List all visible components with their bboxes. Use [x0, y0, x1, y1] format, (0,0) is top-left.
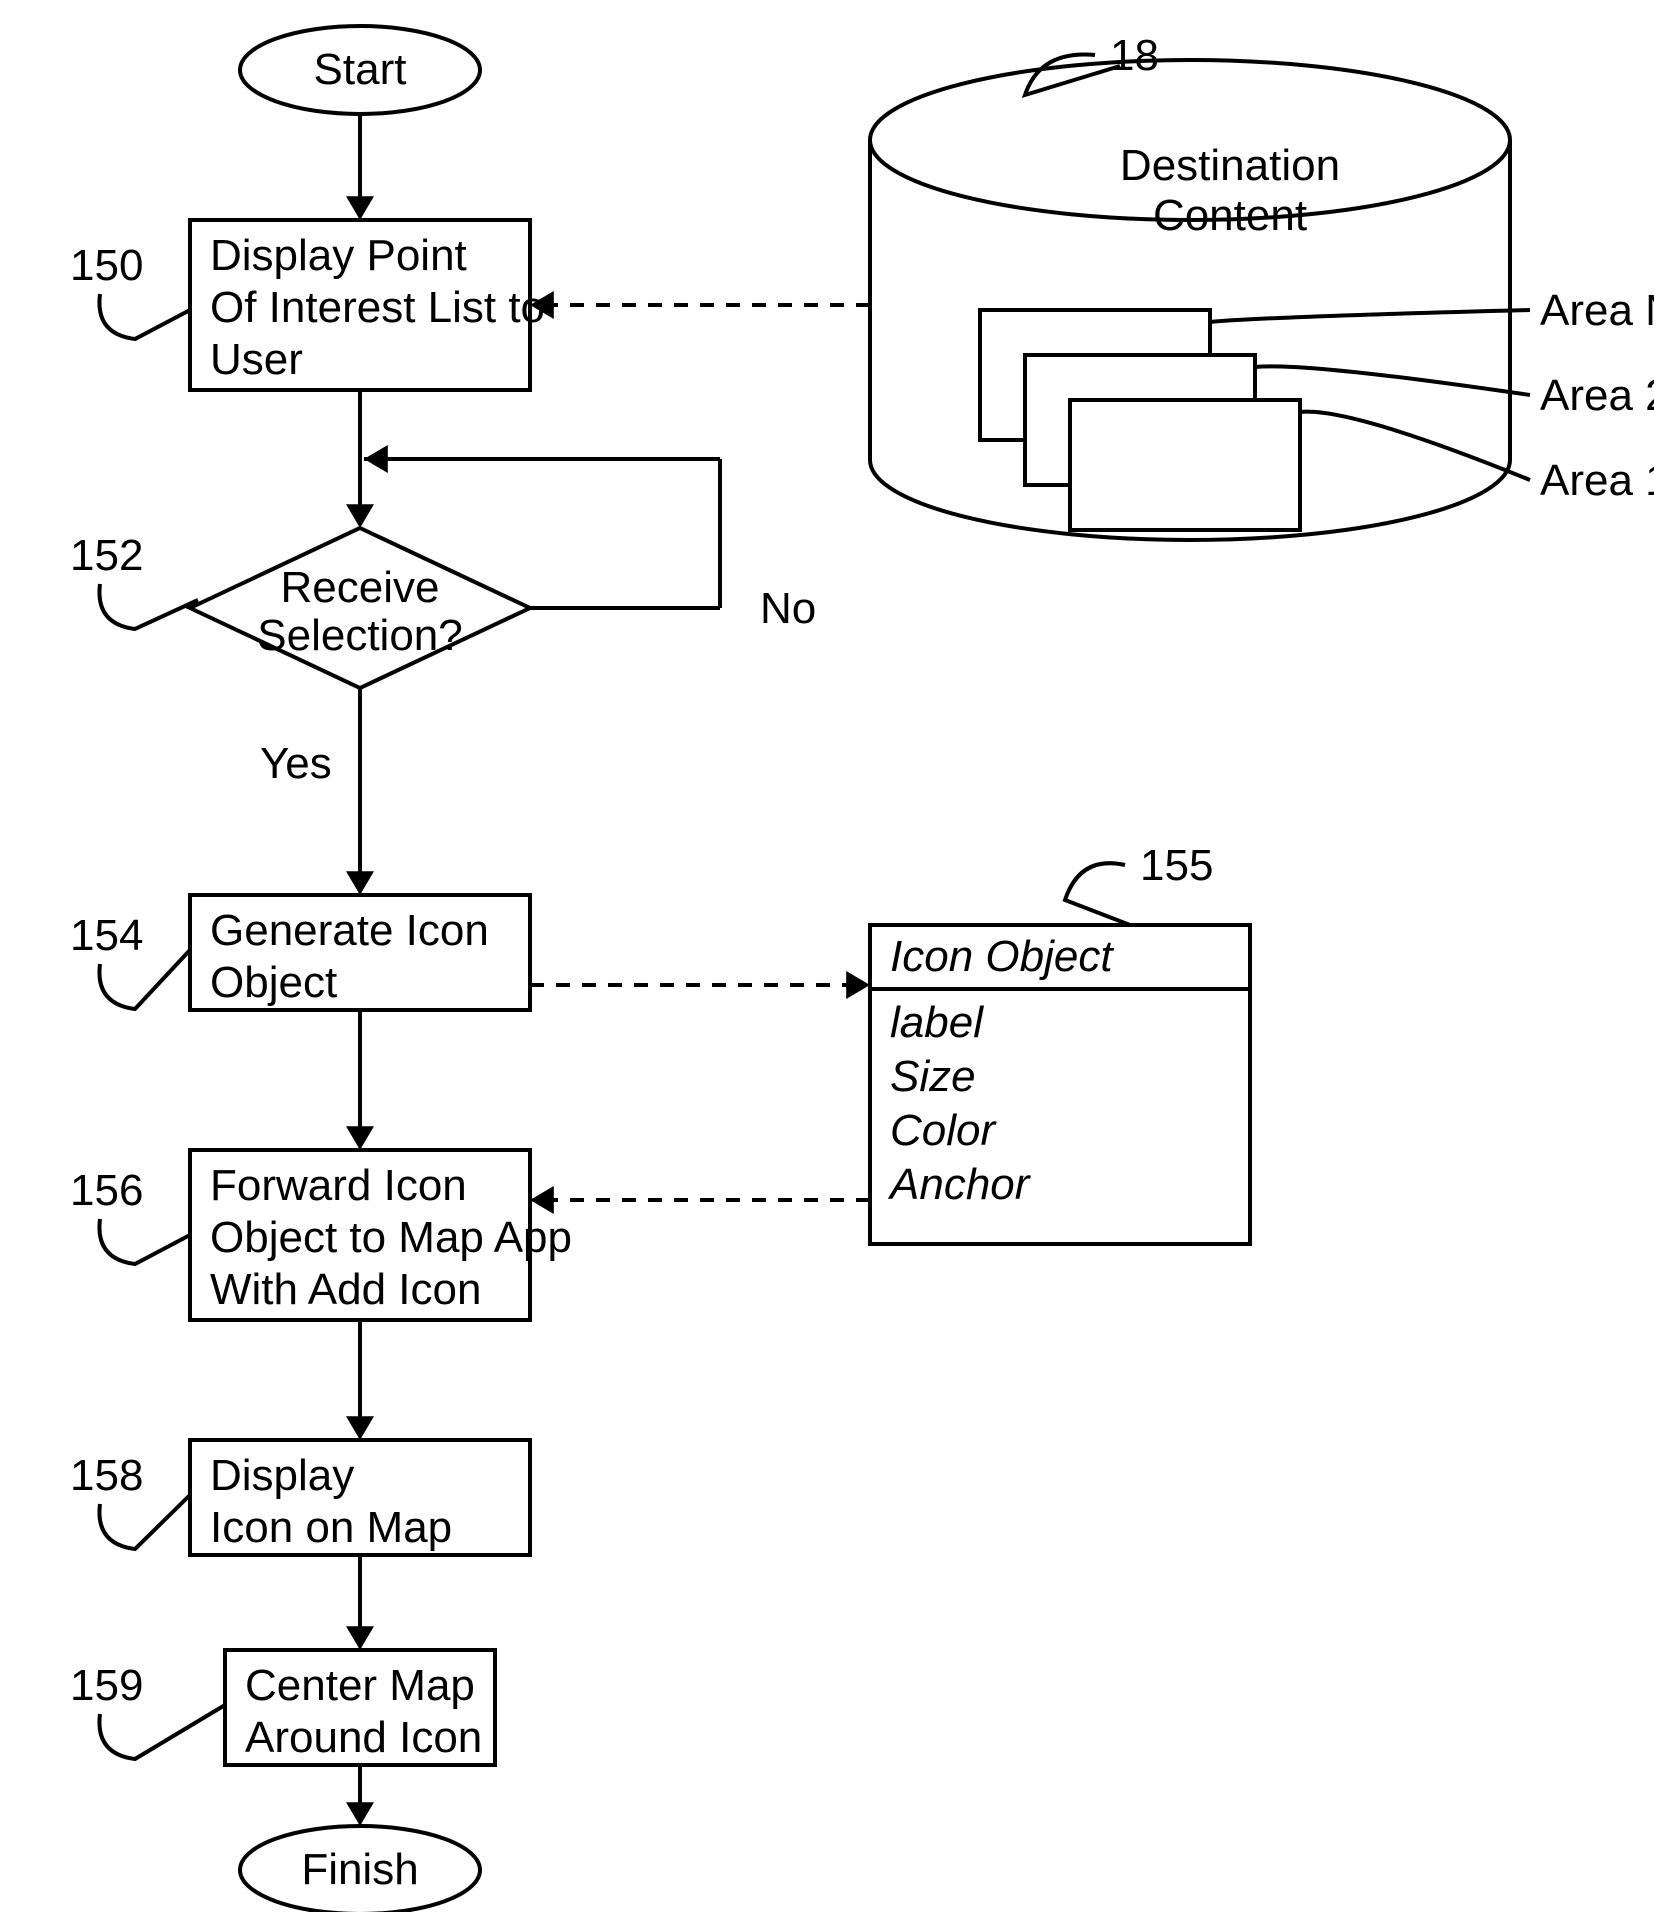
yes-label: Yes — [260, 739, 332, 788]
decision-152-line-1: Selection? — [257, 611, 462, 660]
process-159-line-0: Center Map — [245, 1661, 475, 1710]
process-156-line-1: Object to Map App — [210, 1213, 572, 1262]
decision-152-line-0: Receive — [281, 563, 440, 612]
process-150-line-0: Display Point — [210, 231, 467, 280]
start-terminal-label: Start — [314, 45, 407, 94]
icon-object-field-3: Anchor — [887, 1160, 1032, 1209]
ref-158: 158 — [70, 1451, 143, 1500]
process-150-line-2: User — [210, 335, 303, 384]
ref-150: 150 — [70, 241, 143, 290]
icon-object-field-0: label — [890, 998, 984, 1047]
process-154-line-1: Object — [210, 958, 337, 1007]
process-154-line-0: Generate Icon — [210, 906, 489, 955]
process-159-line-1: Around Icon — [245, 1713, 482, 1762]
ref-154: 154 — [70, 911, 143, 960]
icon-object-field-2: Color — [890, 1106, 997, 1155]
icon-object-title: Icon Object — [890, 932, 1114, 981]
process-156-line-2: With Add Icon — [210, 1265, 481, 1314]
ref-152: 152 — [70, 531, 143, 580]
ref-155: 155 — [1140, 841, 1213, 890]
process-156-line-0: Forward Icon — [210, 1161, 467, 1210]
database-title-1: Content — [1153, 191, 1307, 240]
process-150-line-1: Of Interest List to — [210, 283, 545, 332]
area-label-1: Area 2 — [1540, 371, 1654, 420]
finish-terminal-label: Finish — [301, 1845, 418, 1894]
area-card-2 — [1070, 400, 1300, 530]
no-label: No — [760, 584, 816, 633]
database-title-0: Destination — [1120, 141, 1340, 190]
area-label-0: Area N — [1540, 286, 1654, 335]
process-158-line-0: Display — [210, 1451, 354, 1500]
ref-156: 156 — [70, 1166, 143, 1215]
process-158-line-1: Icon on Map — [210, 1503, 452, 1552]
ref-18: 18 — [1110, 31, 1159, 80]
ref-159: 159 — [70, 1661, 143, 1710]
icon-object-field-1: Size — [890, 1052, 976, 1101]
area-label-2: Area 1 — [1540, 456, 1654, 505]
